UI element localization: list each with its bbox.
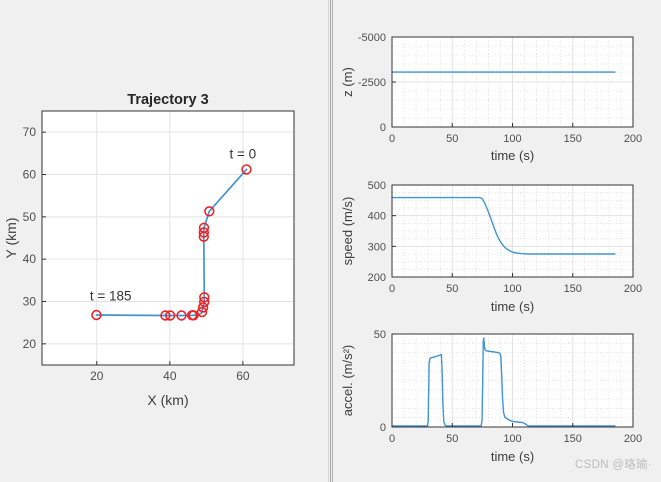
trajectory-xlabel: X (km) bbox=[147, 392, 188, 408]
trajectory-y-tick-label: 60 bbox=[23, 168, 37, 182]
speed-y-tick-label: 300 bbox=[368, 241, 386, 253]
trajectory-annotation: t = 185 bbox=[90, 289, 132, 304]
speed-x-tick-label: 200 bbox=[624, 283, 642, 295]
altitude-y-tick-label: -2500 bbox=[358, 77, 386, 89]
trajectory-y-tick-label: 30 bbox=[23, 295, 37, 309]
accel-xlabel: time (s) bbox=[491, 449, 534, 464]
accel-x-tick-label: 200 bbox=[624, 433, 642, 445]
trajectory-marker bbox=[199, 296, 210, 308]
altitude-y-tick-label: -5000 bbox=[358, 32, 386, 44]
trajectory-figure-panel: 20 40 60 20 30 40 50 60 70 X (km) Y (km) Trajectory… bbox=[0, 0, 327, 482]
trajectory-marker bbox=[199, 292, 210, 303]
altitude-x-tick-label: 50 bbox=[446, 133, 458, 145]
accel-ylabel: accel. (m/s²) bbox=[340, 345, 355, 417]
trajectory-marker bbox=[197, 302, 209, 313]
speed-subplot: 0 50 100 150 200 200 300 400 500 time (s) speed (m… bbox=[340, 180, 642, 314]
altitude-y-tick-label: 0 bbox=[380, 122, 386, 134]
trajectory-y-tick-label: 40 bbox=[23, 252, 37, 266]
trajectory-axes-box bbox=[41, 110, 295, 366]
speed-xlabel: time (s) bbox=[491, 299, 534, 314]
trajectory-y-tick-label: 50 bbox=[23, 210, 37, 224]
speed-series-line bbox=[391, 196, 616, 255]
trajectory-marker bbox=[204, 206, 215, 217]
altitude-x-tick-label: 0 bbox=[389, 133, 395, 145]
accel-y-tick-label: 0 bbox=[380, 422, 386, 434]
panel-divider bbox=[327, 0, 334, 482]
trajectory-marker bbox=[91, 309, 102, 321]
trajectory-x-tick-label: 20 bbox=[90, 369, 104, 383]
altitude-xlabel: time (s) bbox=[491, 148, 534, 163]
accel-x-tick-label: 100 bbox=[503, 433, 521, 445]
altitude-x-tick-label: 200 bbox=[624, 133, 642, 145]
speed-x-tick-label: 0 bbox=[389, 283, 395, 295]
trajectory-marker bbox=[198, 231, 210, 242]
trajectory-title: Trajectory 3 bbox=[127, 92, 208, 108]
speed-x-tick-label: 100 bbox=[503, 283, 521, 295]
altitude-ylabel: z (m) bbox=[340, 67, 355, 97]
trajectory-plot-area bbox=[42, 111, 294, 365]
trajectory-marker bbox=[165, 310, 176, 321]
trajectory-ylabel: Y (km) bbox=[3, 218, 19, 259]
trajectory-subplot: 20 40 60 20 30 40 50 60 70 X (km) Y (km) Trajectory… bbox=[3, 92, 295, 408]
trajectory-marker bbox=[160, 310, 171, 321]
trajectory-x-tick-label: 60 bbox=[236, 369, 250, 383]
speed-x-tick-label: 150 bbox=[564, 283, 582, 295]
accel-y-tick-label: 50 bbox=[374, 329, 386, 341]
accel-x-tick-label: 0 bbox=[389, 433, 395, 445]
trajectory-y-tick-label: 70 bbox=[23, 125, 37, 139]
accel-series-line bbox=[391, 337, 616, 427]
trajectory-marker bbox=[176, 310, 187, 321]
accel-x-tick-label: 50 bbox=[446, 433, 458, 445]
speed-y-tick-label: 500 bbox=[368, 180, 386, 192]
trajectory-y-tick-label: 20 bbox=[23, 337, 37, 351]
trajectory-annotation: t = 0 bbox=[230, 146, 257, 161]
trajectory-marker bbox=[241, 164, 252, 175]
speed-x-tick-label: 50 bbox=[446, 283, 458, 295]
timeseries-figure-panel: 0 50 100 150 200 0 -2500 -5000 time (s) z (m) 0 50 1… bbox=[334, 0, 661, 482]
accel-subplot: 0 50 100 150 200 0 50 time (s) accel. (m/s²) bbox=[340, 329, 642, 464]
accel-x-tick-label: 150 bbox=[564, 433, 582, 445]
speed-y-tick-label: 200 bbox=[368, 272, 386, 284]
altitude-x-tick-label: 100 bbox=[503, 133, 521, 145]
altitude-subplot: 0 50 100 150 200 0 -2500 -5000 time (s) z (m) bbox=[340, 32, 642, 163]
trajectory-marker bbox=[198, 227, 210, 238]
trajectory-chart: 20 40 60 20 30 40 50 60 70 X (km) Y (km) Trajectory… bbox=[3, 92, 295, 408]
trajectory-x-tick-label: 40 bbox=[163, 369, 177, 383]
altitude-x-tick-label: 150 bbox=[564, 133, 582, 145]
trajectory-marker bbox=[186, 310, 198, 321]
speed-y-tick-label: 400 bbox=[368, 211, 386, 223]
watermark: CSDN @珞瑜· bbox=[575, 459, 652, 471]
speed-ylabel: speed (m/s) bbox=[340, 197, 355, 266]
